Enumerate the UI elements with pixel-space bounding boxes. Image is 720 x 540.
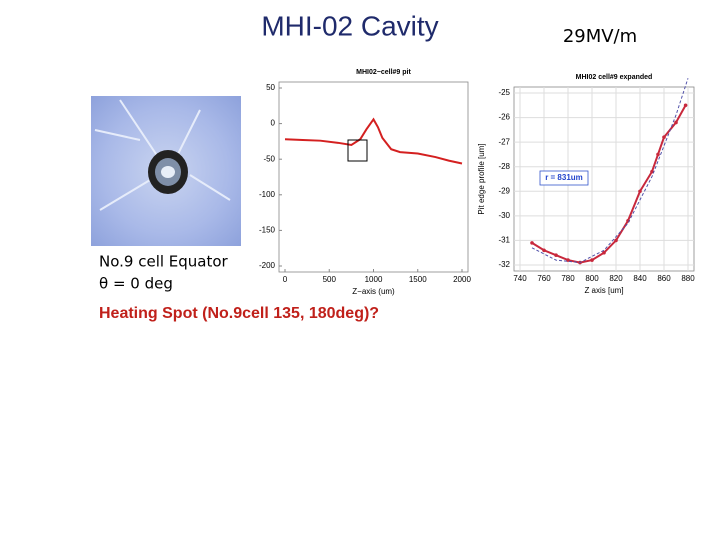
y-tick-label: 50 [266, 83, 275, 92]
data-point [614, 238, 618, 243]
slide-title: MHI-02 Cavity [261, 10, 438, 41]
x-tick-label: 2000 [453, 275, 471, 284]
data-point [638, 189, 642, 194]
photo [91, 96, 241, 246]
highlight-box [347, 139, 368, 162]
x-tick-label: 840 [633, 274, 647, 283]
data-point [662, 135, 666, 140]
y-tick-label: -25 [498, 88, 510, 97]
data-point [590, 258, 594, 262]
x-tick-label: 740 [513, 274, 527, 283]
plot-area [278, 81, 469, 273]
y-tick-label: -26 [498, 113, 510, 122]
y-tick-label: -28 [498, 162, 510, 171]
x-tick-label: 0 [283, 275, 288, 284]
data-point [674, 120, 678, 125]
data-point [554, 253, 558, 257]
data-point [650, 169, 654, 174]
y-tick-label: -31 [498, 236, 510, 245]
caption-line: θ = 0 deg [99, 275, 173, 293]
y-axis-label: Pit edge profile [um] [477, 143, 486, 214]
caption-line: No.9 cell Equator [99, 253, 229, 271]
chart-title: MHI02−cell#9 pit [356, 69, 411, 76]
y-tick-label: -30 [498, 211, 510, 220]
y-tick-label: -32 [498, 260, 510, 269]
annotation: r = 831um [545, 173, 583, 182]
series-line [284, 117, 463, 165]
y-tick-label: -200 [259, 261, 276, 270]
x-tick-label: 860 [657, 274, 671, 283]
x-tick-label: 880 [681, 274, 695, 283]
x-tick-label: 1500 [409, 275, 427, 284]
x-tick-label: 760 [537, 274, 551, 283]
heading: Heating Spot (No.9cell 135, 180deg)? [99, 305, 379, 322]
x-tick-label: 1000 [365, 275, 383, 284]
data-point [530, 241, 534, 245]
chart-title: MHI02 cell#9 expanded [576, 74, 653, 81]
annotation-box [539, 170, 589, 186]
x-tick-label: 800 [585, 274, 599, 283]
field-label: 29MV/m [563, 26, 637, 47]
x-axis-label: Z axis [um] [584, 286, 623, 295]
y-tick-label: -100 [259, 190, 276, 199]
y-tick-label: -29 [498, 186, 510, 195]
y-tick-label: -50 [263, 154, 275, 163]
data-point [566, 258, 570, 262]
data-point [656, 152, 660, 157]
x-tick-label: 820 [609, 274, 623, 283]
data-point [542, 248, 546, 253]
data-point [602, 250, 606, 255]
series-line [531, 78, 689, 264]
y-tick-label: -150 [259, 226, 276, 235]
data-point [683, 103, 688, 108]
y-tick-label: 0 [271, 119, 276, 128]
x-tick-label: 780 [561, 274, 575, 283]
x-tick-label: 500 [323, 275, 337, 284]
x-axis-label: Z−axis (um) [352, 287, 395, 296]
y-tick-label: -27 [498, 137, 510, 146]
